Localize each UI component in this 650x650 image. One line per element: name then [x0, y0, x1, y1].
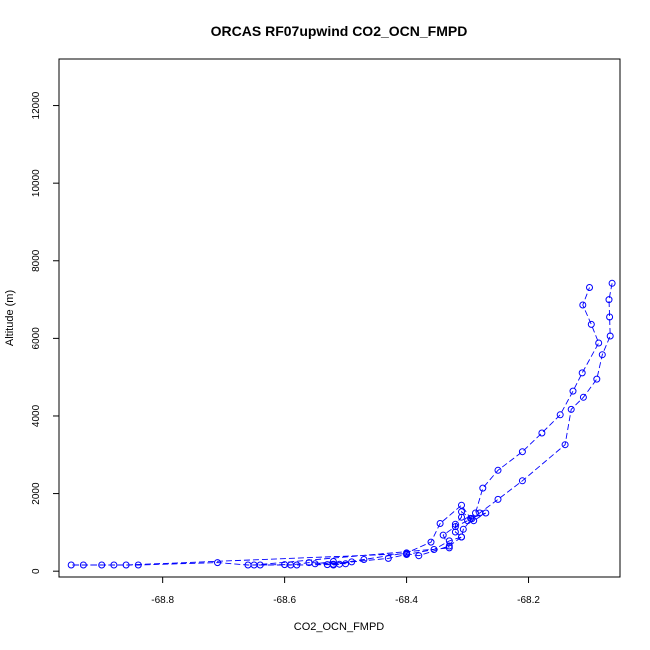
- data-point: [287, 561, 295, 569]
- series-layer: [67, 279, 616, 569]
- data-point: [464, 517, 472, 525]
- data-point: [384, 554, 392, 562]
- data-point: [561, 441, 569, 449]
- x-tick-label: -68.6: [273, 595, 296, 606]
- data-point: [445, 544, 453, 552]
- chart-title: ORCAS RF07upwind CO2_OCN_FMPD: [211, 23, 468, 39]
- data-point: [360, 556, 368, 563]
- y-tick-label: 8000: [31, 249, 42, 272]
- data-point: [482, 509, 490, 517]
- data-point: [110, 561, 118, 569]
- data-point: [579, 393, 587, 401]
- data-point: [451, 520, 459, 528]
- data-point: [459, 525, 467, 533]
- data-point: [608, 279, 616, 287]
- data-point: [595, 339, 603, 347]
- data-point: [342, 560, 350, 568]
- x-tick-label: -68.4: [395, 595, 418, 606]
- data-point: [445, 542, 453, 550]
- data-point: [479, 484, 487, 492]
- y-axis-label: Altitude (m): [4, 290, 16, 346]
- data-point: [494, 495, 502, 503]
- y-axis: 0 2000 4000 6000 8000 10000 12000: [31, 91, 60, 574]
- data-point: [403, 549, 411, 557]
- data-point: [587, 320, 595, 328]
- data-point: [518, 448, 526, 456]
- data-point: [436, 520, 444, 527]
- y-tick-label: 6000: [31, 327, 42, 350]
- data-point: [605, 296, 613, 304]
- x-axis-label: CO2_OCN_FMPD: [294, 621, 385, 633]
- data-point: [472, 509, 479, 517]
- data-point: [451, 528, 459, 536]
- data-point: [494, 466, 502, 474]
- data-point: [348, 558, 356, 566]
- y-tick-label: 2000: [31, 482, 42, 505]
- data-point: [305, 559, 313, 567]
- data-point: [98, 561, 106, 569]
- data-point: [458, 508, 465, 516]
- y-tick-label: 12000: [31, 91, 42, 119]
- data-point: [329, 558, 337, 565]
- data-point: [593, 375, 601, 383]
- data-point: [439, 531, 447, 539]
- y-tick-label: 4000: [31, 404, 42, 427]
- data-point: [458, 533, 465, 541]
- data-point: [214, 559, 221, 567]
- data-point: [538, 429, 546, 437]
- data-point: [606, 332, 614, 340]
- data-point: [606, 313, 614, 321]
- data-point: [415, 552, 423, 560]
- data-point: [578, 369, 586, 377]
- data-point: [122, 561, 130, 569]
- data-point: [518, 477, 526, 485]
- data-point: [430, 546, 438, 553]
- data-point: [427, 538, 435, 546]
- data-point: [451, 523, 459, 531]
- data-point: [579, 301, 587, 309]
- data-point: [458, 501, 465, 509]
- x-tick-label: -68.2: [517, 595, 540, 606]
- y-tick-label: 10000: [31, 169, 42, 197]
- data-point: [556, 411, 564, 419]
- data-point: [445, 537, 453, 545]
- x-tick-label: -68.8: [151, 595, 174, 606]
- y-tick-label: 0: [31, 568, 42, 574]
- data-point: [598, 351, 606, 359]
- x-axis: -68.8 -68.6 -68.4 -68.2: [151, 576, 540, 606]
- data-point: [458, 513, 465, 521]
- plot-frame: [58, 58, 621, 578]
- data-point: [250, 561, 258, 569]
- data-point: [569, 387, 577, 395]
- data-point: [329, 560, 337, 568]
- data-point: [134, 561, 142, 569]
- series-line: [71, 283, 613, 566]
- data-point: [67, 561, 75, 569]
- data-point: [567, 405, 575, 413]
- data-point: [79, 561, 87, 569]
- data-point: [586, 284, 593, 291]
